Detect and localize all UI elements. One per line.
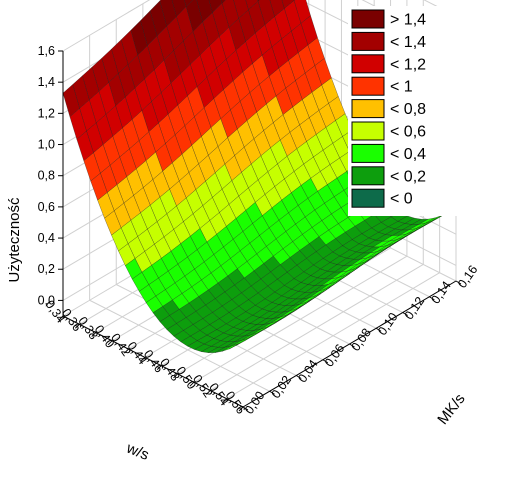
x-tick — [189, 381, 195, 387]
z-tick-label: 0,0 — [38, 293, 55, 307]
z-axis-title: Użyteczność — [6, 197, 23, 283]
y-tick-label: 0,12 — [402, 294, 427, 322]
y-tick — [429, 296, 435, 301]
y-tick-label: 0,02 — [269, 373, 294, 401]
legend-swatch — [351, 54, 385, 74]
x-tick — [124, 348, 129, 354]
y-tick — [455, 280, 462, 285]
z-tick-label: 1,4 — [38, 75, 55, 89]
z-tick-label: 1,6 — [38, 44, 55, 58]
x-axis-title: w/s — [123, 439, 151, 464]
x-tick — [173, 373, 178, 379]
x-tick — [238, 406, 244, 412]
y-tick-label: 0,08 — [348, 326, 373, 354]
legend-label: < 1,2 — [390, 56, 426, 73]
legend-label: < 0,8 — [390, 101, 426, 118]
x-tick — [140, 357, 146, 362]
x-tick — [58, 315, 64, 321]
legend-swatch — [351, 121, 385, 141]
y-tick — [402, 312, 409, 316]
z-tick-label: 0,4 — [38, 231, 55, 245]
gridline — [89, 299, 270, 392]
z-tick-label: 0,8 — [38, 169, 55, 183]
legend-label: > 1,4 — [390, 12, 426, 29]
legend-label: < 0,6 — [390, 124, 426, 141]
legend-label: < 0 — [390, 191, 413, 208]
surface-plot — [62, 0, 457, 353]
z-tick-label: 0,6 — [38, 200, 55, 214]
z-tick-label: 0,2 — [38, 262, 55, 276]
y-tick — [349, 343, 355, 348]
y-tick — [269, 390, 275, 395]
x-tick — [75, 323, 80, 329]
surface-cell — [235, 335, 253, 346]
gridline — [62, 0, 151, 52]
y-tick — [322, 359, 329, 364]
y-tick — [295, 375, 302, 379]
gridline — [423, 0, 457, 17]
x-tick — [156, 365, 162, 370]
y-tick-label: 0,10 — [375, 310, 400, 338]
legend-swatch — [351, 188, 385, 208]
legend-swatch — [351, 166, 385, 186]
y-tick-label: 0,14 — [428, 279, 453, 307]
legend-label: < 0,4 — [390, 146, 426, 163]
legend-label: < 1,4 — [390, 34, 426, 51]
y-tick-label: 0,00 — [242, 389, 267, 417]
y-tick — [375, 327, 382, 332]
y-axis-title: MK/s — [434, 391, 468, 428]
y-tick-label: 0,16 — [455, 263, 480, 291]
legend-swatch — [351, 9, 385, 29]
x-axis-line — [62, 315, 244, 408]
z-tick-label: 1,2 — [38, 106, 55, 120]
legend-label: < 1 — [390, 79, 413, 96]
legend-swatch — [351, 76, 385, 96]
y-tick — [242, 406, 249, 411]
surface-cell — [184, 0, 194, 8]
x-tick — [222, 398, 227, 404]
legend-swatch — [351, 31, 385, 51]
legend-swatch — [351, 143, 385, 163]
x-tick — [107, 340, 113, 346]
y-tick-label: 0,06 — [322, 342, 347, 370]
x-tick — [91, 332, 97, 337]
x-tick — [205, 390, 211, 395]
y-tick-label: 0,04 — [295, 357, 320, 385]
legend: > 1,4 < 1,4 < 1,2 < 1 < 0,8 < 0,6 < 0,4 < 0,2 < … — [348, 6, 460, 216]
z-tick-label: 1,0 — [38, 138, 55, 152]
legend-swatch — [351, 99, 385, 119]
legend-label: < 0,2 — [390, 168, 426, 185]
